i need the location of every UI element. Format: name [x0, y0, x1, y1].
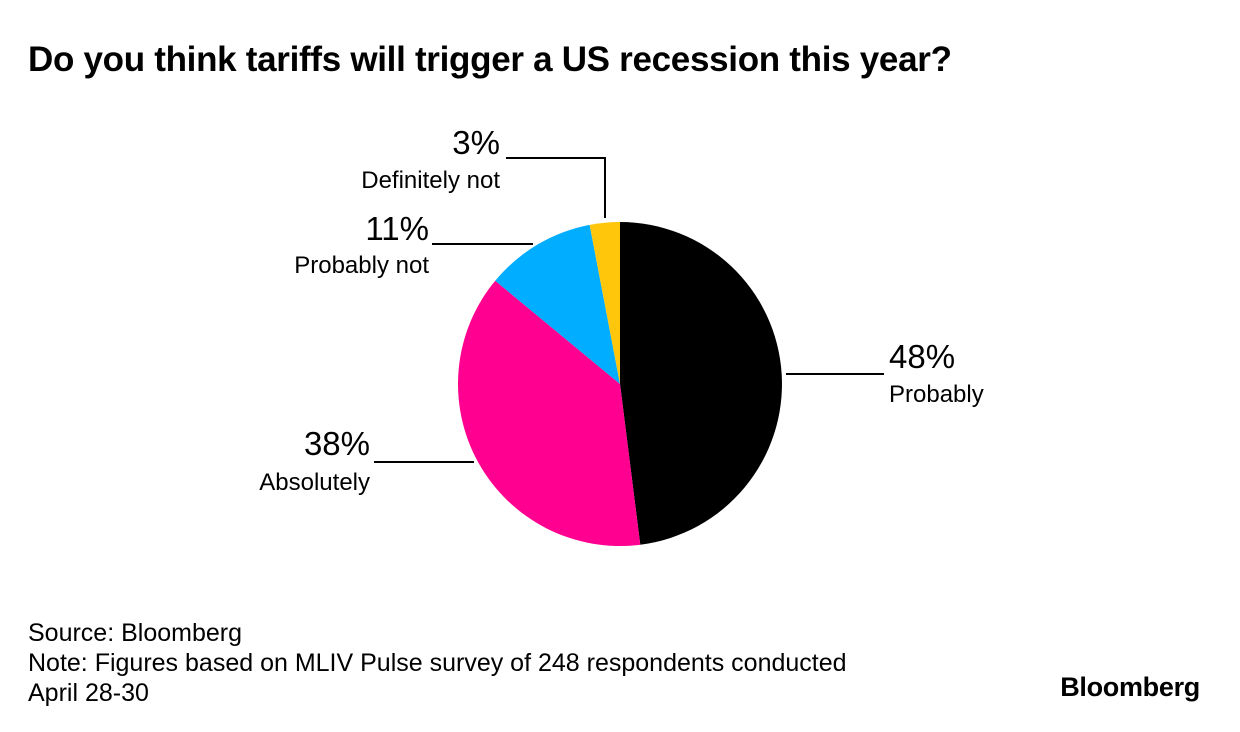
leader-line-definitely-not — [506, 157, 606, 218]
pie-slices — [458, 222, 782, 546]
pie-slice-definitely-not — [589, 222, 620, 384]
slice-percent-probably-not: 11% — [365, 210, 429, 247]
slice-percent-probably: 48% — [889, 338, 955, 375]
slice-label-probably-not: Probably not — [294, 252, 429, 279]
slice-label-probably: Probably — [889, 381, 984, 408]
slice-label-definitely-not: Definitely not — [361, 167, 500, 194]
pie-slice-absolutely — [458, 280, 641, 546]
slice-percent-absolutely: 38% — [304, 425, 370, 462]
source-text: Source: Bloomberg — [28, 619, 243, 647]
chart-title: Do you think tariffs will trigger a US r… — [28, 40, 952, 79]
bloomberg-logo: Bloomberg — [1060, 672, 1200, 702]
note-text-line-2: April 28-30 — [28, 679, 149, 707]
slice-label-absolutely: Absolutely — [259, 469, 370, 496]
slice-labels: 48% Probably 38% Absolutely 11% Probably not 3… — [259, 124, 983, 496]
leader-lines — [374, 157, 884, 463]
pie-slice-probably-not — [495, 224, 620, 384]
pie-slice-probably — [620, 222, 782, 545]
slice-percent-definitely-not: 3% — [452, 124, 500, 161]
note-text-line-1: Note: Figures based on MLIV Pulse survey… — [28, 649, 847, 677]
chart-footer: Source: Bloomberg Note: Figures based on… — [28, 618, 847, 708]
